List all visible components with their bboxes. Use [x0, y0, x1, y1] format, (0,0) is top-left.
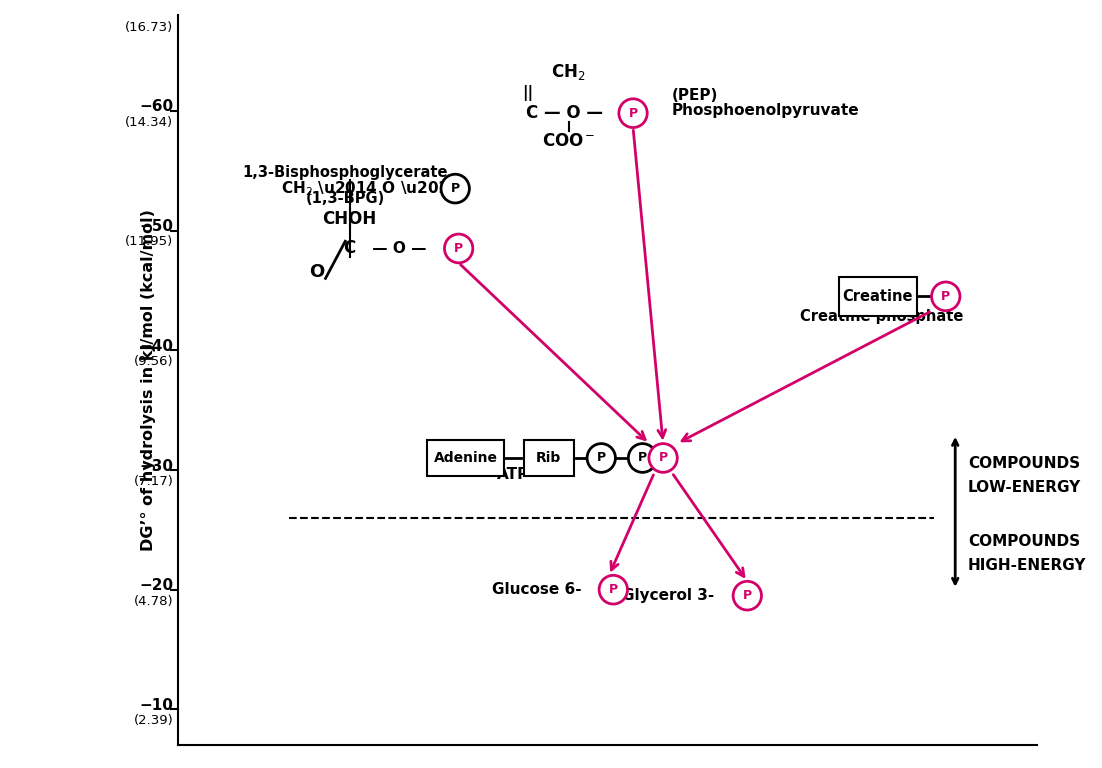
- FancyBboxPatch shape: [840, 277, 917, 316]
- Ellipse shape: [599, 575, 627, 604]
- Text: P: P: [638, 452, 647, 465]
- Text: P: P: [608, 583, 618, 596]
- Text: COMPOUNDS: COMPOUNDS: [968, 456, 1080, 472]
- Text: ATP: ATP: [497, 467, 529, 482]
- Text: Creatine phosphate: Creatine phosphate: [800, 309, 964, 324]
- Text: P: P: [628, 107, 638, 120]
- Text: Glycerol 3-: Glycerol 3-: [623, 588, 715, 603]
- Text: P: P: [659, 452, 668, 465]
- Text: −50: −50: [140, 219, 173, 234]
- Text: C — O —: C — O —: [526, 104, 603, 122]
- Text: Phosphoenolpyruvate: Phosphoenolpyruvate: [672, 103, 860, 118]
- Text: LOW-ENERGY: LOW-ENERGY: [968, 481, 1081, 495]
- Text: (14.34): (14.34): [126, 116, 173, 129]
- Ellipse shape: [619, 99, 647, 127]
- Text: C: C: [344, 240, 356, 257]
- Ellipse shape: [628, 444, 657, 472]
- Text: CH$_2$ \u2014 O \u2014: CH$_2$ \u2014 O \u2014: [281, 179, 461, 198]
- Text: −40: −40: [140, 339, 173, 354]
- Text: ||: ||: [521, 84, 533, 101]
- Text: (16.73): (16.73): [126, 21, 173, 34]
- Text: P: P: [941, 290, 950, 303]
- Ellipse shape: [441, 174, 469, 203]
- Text: (1,3-BPG): (1,3-BPG): [305, 191, 385, 206]
- Text: (11.95): (11.95): [126, 236, 173, 249]
- Text: Adenine: Adenine: [433, 451, 497, 465]
- Text: P: P: [454, 242, 463, 255]
- Text: 1,3-Bisphosphoglycerate: 1,3-Bisphosphoglycerate: [242, 164, 449, 180]
- Text: Rib: Rib: [537, 451, 562, 465]
- Text: (2.39): (2.39): [133, 714, 173, 727]
- Text: (7.17): (7.17): [133, 475, 173, 488]
- Text: −20: −20: [139, 578, 173, 593]
- Text: O: O: [310, 263, 324, 281]
- Text: −10: −10: [140, 698, 173, 713]
- Text: −30: −30: [140, 458, 173, 474]
- Text: — O —: — O —: [367, 241, 426, 256]
- Text: P: P: [596, 452, 606, 465]
- Text: CHOH: CHOH: [323, 210, 377, 227]
- FancyBboxPatch shape: [523, 440, 574, 476]
- Text: Glucose 6-: Glucose 6-: [491, 582, 582, 598]
- Text: COO$^-$: COO$^-$: [542, 131, 595, 150]
- Text: COMPOUNDS: COMPOUNDS: [968, 535, 1080, 549]
- Ellipse shape: [649, 444, 678, 472]
- Ellipse shape: [587, 444, 615, 472]
- Text: CH$_2$: CH$_2$: [551, 62, 586, 82]
- Ellipse shape: [444, 234, 473, 263]
- Ellipse shape: [931, 282, 960, 311]
- Text: (4.78): (4.78): [133, 594, 173, 607]
- Text: (PEP): (PEP): [672, 88, 719, 103]
- Text: P: P: [743, 589, 752, 602]
- Text: HIGH-ENERGY: HIGH-ENERGY: [968, 558, 1087, 573]
- Text: (9.56): (9.56): [133, 355, 173, 368]
- Text: P: P: [451, 182, 460, 195]
- Text: Creatine: Creatine: [843, 289, 914, 304]
- Y-axis label: DG’° of hydrolysis in kJ/mol (kcal/mol): DG’° of hydrolysis in kJ/mol (kcal/mol): [141, 209, 156, 551]
- FancyBboxPatch shape: [426, 440, 505, 476]
- Text: −60: −60: [139, 99, 173, 114]
- Ellipse shape: [733, 581, 761, 610]
